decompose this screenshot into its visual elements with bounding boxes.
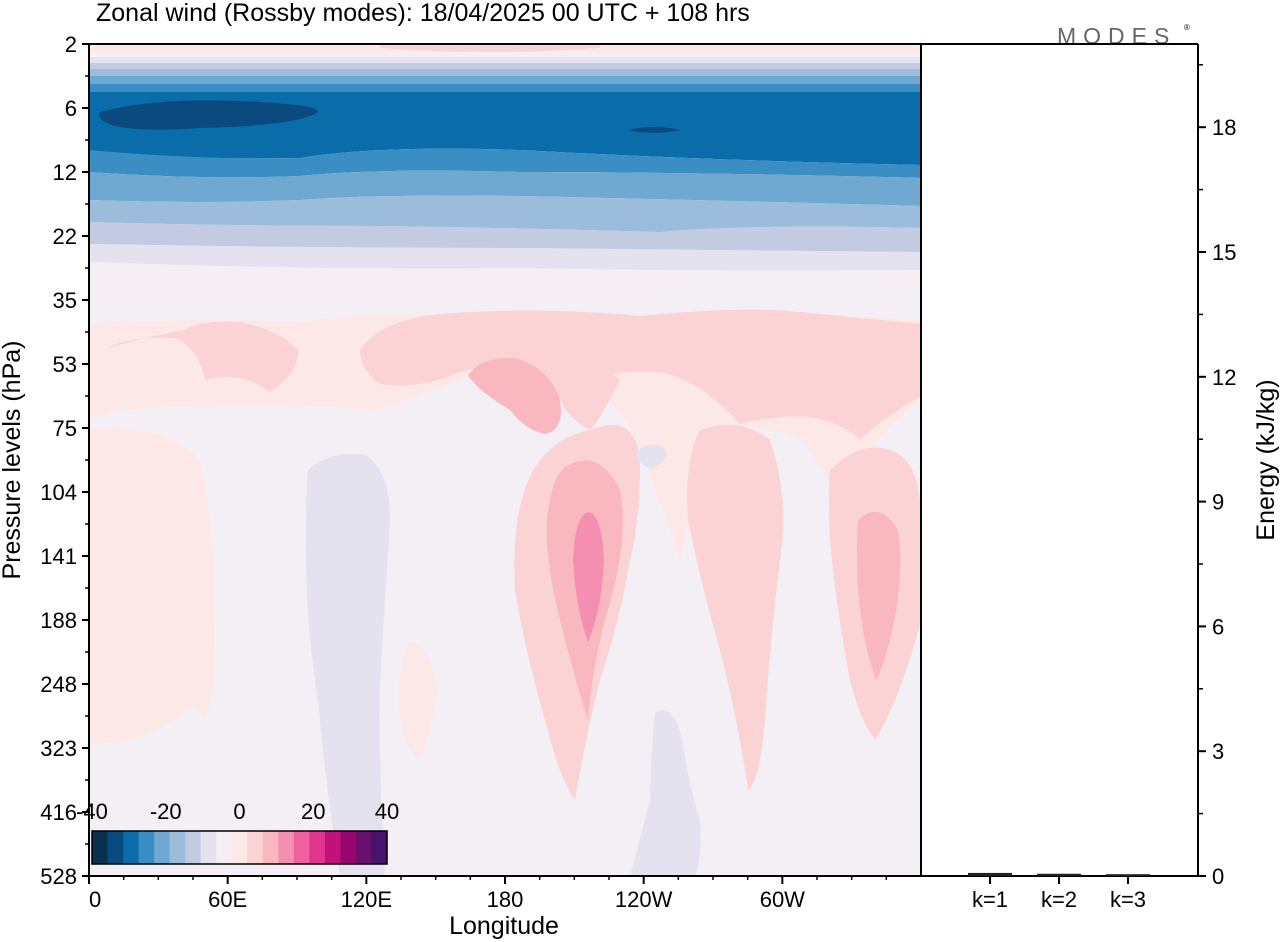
colorbar-tick-label: 40 xyxy=(375,799,399,824)
core-easterly-east xyxy=(628,127,680,133)
energy-tick-label: 9 xyxy=(1212,490,1224,515)
colorbar-swatch xyxy=(262,831,279,864)
easterly-column-b xyxy=(630,710,701,876)
registered-mark: ® xyxy=(1184,23,1190,32)
colorbar-tick-label: -20 xyxy=(150,799,182,824)
colorbar-swatch xyxy=(371,831,388,864)
longitude-tick-label: 180 xyxy=(487,887,524,912)
colorbar-swatch xyxy=(216,831,233,864)
pressure-tick-label: 53 xyxy=(53,352,77,377)
colorbar-swatch xyxy=(355,831,372,864)
energy-bar xyxy=(1037,873,1081,876)
core-easterly-max xyxy=(99,100,318,130)
longitude-tick-label: 60E xyxy=(208,887,247,912)
colorbar-swatch xyxy=(309,831,326,864)
westerly-patch-a xyxy=(108,321,299,392)
band-d xyxy=(89,76,921,84)
westerly-core-a xyxy=(468,357,561,434)
chart-title: Zonal wind (Rossby modes): 18/04/2025 00… xyxy=(96,0,750,27)
column-d xyxy=(398,640,437,760)
band-e xyxy=(89,84,921,92)
colorbar-swatch xyxy=(231,831,248,864)
energy-tick-label: 12 xyxy=(1212,365,1236,390)
energy-category-label: k=3 xyxy=(1110,887,1146,912)
column-b xyxy=(687,424,784,790)
band-c xyxy=(89,69,921,76)
colorbar-swatch xyxy=(138,831,155,864)
energy-axis-label: Energy (kJ/kg) xyxy=(1252,379,1280,540)
energy-bar xyxy=(968,872,1012,876)
pressure-tick-label: 188 xyxy=(40,608,77,633)
colorbar-tick-label: 20 xyxy=(301,799,325,824)
pressure-tick-label: 323 xyxy=(40,736,77,761)
pressure-tick-label: 104 xyxy=(40,480,77,505)
pressure-tick-label: 35 xyxy=(53,288,77,313)
y-axis-label: Pressure levels (hPa) xyxy=(0,341,26,580)
band-top-pink-core xyxy=(380,44,600,52)
colorbar-swatch xyxy=(92,831,109,864)
pressure-tick-label: 248 xyxy=(40,672,77,697)
energy-bar-panel xyxy=(921,43,1199,877)
column-c-core xyxy=(856,512,901,680)
westerly-west-edge xyxy=(89,320,170,410)
band-g xyxy=(89,170,921,206)
column-west-pale xyxy=(89,428,215,745)
colorbar-swatch xyxy=(123,831,140,864)
band-j xyxy=(89,244,921,271)
energy-tick-label: 18 xyxy=(1212,115,1236,140)
pressure-tick-label: 141 xyxy=(40,544,77,569)
pressure-tick-label: 528 xyxy=(40,864,77,889)
colorbar-frame xyxy=(91,830,388,865)
colorbar-swatch xyxy=(324,831,341,864)
energy-category-label: k=1 xyxy=(972,887,1008,912)
colorbar-swatch xyxy=(185,831,202,864)
easterly-spot xyxy=(636,444,667,468)
longitude-tick-label: 0 xyxy=(89,887,101,912)
zonal-wind-heatmap xyxy=(89,44,921,876)
colorbar-tick-label: -40 xyxy=(76,799,108,824)
band-near-zero xyxy=(89,52,921,57)
energy-bars: k=1 k=2 k=3 xyxy=(968,872,1150,912)
colorbar-swatch xyxy=(247,831,264,864)
energy-bar xyxy=(1106,874,1150,876)
colorbar-swatch xyxy=(293,831,310,864)
energy-category-label: k=2 xyxy=(1041,887,1077,912)
colorbar-tick-label: 0 xyxy=(233,799,245,824)
x-axis-label: Longitude xyxy=(449,912,559,940)
colorbar-swatch xyxy=(340,831,357,864)
colorbar-swatch xyxy=(107,831,124,864)
longitude-axis: 0 60E 120E 180 120W 60W xyxy=(88,876,888,912)
pressure-tick-label: 12 xyxy=(53,160,77,185)
easterly-column-a xyxy=(305,454,390,876)
pressure-tick-label: 416 xyxy=(40,800,77,825)
band-i xyxy=(89,222,921,252)
colorbar-swatch xyxy=(154,831,171,864)
energy-tick-label: 3 xyxy=(1212,739,1224,764)
colorbar-swatch xyxy=(200,831,217,864)
energy-axis: 0 3 6 9 12 15 18 xyxy=(1198,64,1236,889)
modes-logo: MODES xyxy=(1057,23,1176,49)
longitude-tick-label: 120W xyxy=(615,887,673,912)
energy-tick-label: 0 xyxy=(1212,864,1224,889)
band-b xyxy=(89,63,921,69)
band-h xyxy=(89,195,921,232)
longitude-tick-label: 60W xyxy=(760,887,805,912)
pressure-tick-label: 6 xyxy=(65,96,77,121)
colorbar-swatch xyxy=(169,831,186,864)
colorbar: -40 -20 0 20 40 xyxy=(76,799,399,865)
column-a-core xyxy=(573,512,604,642)
colorbar-swatch xyxy=(278,831,295,864)
band-near-zero-lower xyxy=(89,262,921,300)
longitude-tick-label: 120E xyxy=(341,887,392,912)
pressure-tick-label: 2 xyxy=(65,32,77,57)
energy-tick-label: 6 xyxy=(1212,614,1224,639)
pressure-tick-label: 75 xyxy=(53,416,77,441)
band-a xyxy=(89,57,921,63)
pressure-tick-label: 22 xyxy=(53,224,77,249)
energy-tick-label: 15 xyxy=(1212,240,1236,265)
pressure-axis: 2 6 12 22 35 53 75 104 141 188 248 323 416 528 xyxy=(40,32,89,889)
band-f xyxy=(89,148,921,178)
westerly-patch-b xyxy=(360,309,921,440)
